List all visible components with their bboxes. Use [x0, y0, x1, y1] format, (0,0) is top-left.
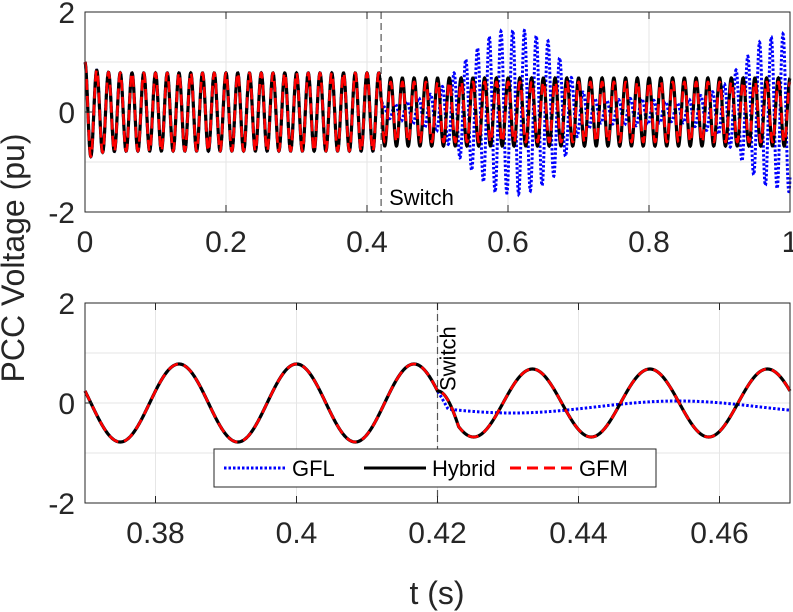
bottom-plot: 0.38 0.4 0.42 0.44 0.46 -2 0 2 Switch — [48, 288, 792, 550]
x-tick-label: 0.42 — [408, 517, 466, 550]
legend-label-gfl: GFL — [292, 456, 335, 481]
y-tick-label: 0 — [58, 97, 75, 130]
y-axis-label: PCC Voltage (pu) — [0, 133, 31, 382]
y-tick-label: -2 — [48, 197, 75, 230]
y-tick-label: -2 — [48, 488, 75, 521]
bottom-plot-series — [83, 362, 792, 444]
bottom-plot-ticks: 0.38 0.4 0.42 0.44 0.46 -2 0 2 — [48, 288, 748, 550]
y-tick-label: 0 — [58, 388, 75, 421]
top-plot-series — [83, 27, 792, 198]
x-tick-label: 0.8 — [628, 226, 670, 259]
x-tick-label: 0.6 — [487, 226, 529, 259]
top-plot: 0 0.2 0.4 0.6 0.8 1-202 Switch — [48, 0, 793, 259]
x-axis-label: t (s) — [409, 575, 464, 611]
legend-items: GFL Hybrid GFM — [224, 456, 628, 481]
x-tick-label: 0.44 — [549, 517, 607, 550]
series-gfm — [83, 61, 792, 159]
x-tick-label: 0.4 — [346, 226, 388, 259]
top-plot-ticks: 0 0.2 0.4 0.6 0.8 1-202 — [48, 0, 793, 259]
y-tick-label: 2 — [58, 0, 75, 30]
x-tick-label: 0 — [77, 226, 94, 259]
legend: GFL Hybrid GFM — [213, 448, 657, 488]
series-hybrid — [83, 362, 792, 444]
legend-box — [213, 448, 657, 488]
x-tick-label: 0.2 — [205, 226, 247, 259]
x-tick-label: 0.4 — [276, 517, 318, 550]
x-tick-label: 0.46 — [690, 517, 748, 550]
bottom-switch-annotation: Switch — [436, 326, 461, 391]
legend-label-hybrid: Hybrid — [432, 456, 496, 481]
x-tick-label: 1 — [782, 226, 793, 259]
legend-label-gfm: GFM — [579, 456, 628, 481]
y-tick-label: 2 — [58, 288, 75, 321]
x-tick-label: 0.38 — [126, 517, 184, 550]
top-switch-annotation: Switch — [389, 185, 454, 210]
